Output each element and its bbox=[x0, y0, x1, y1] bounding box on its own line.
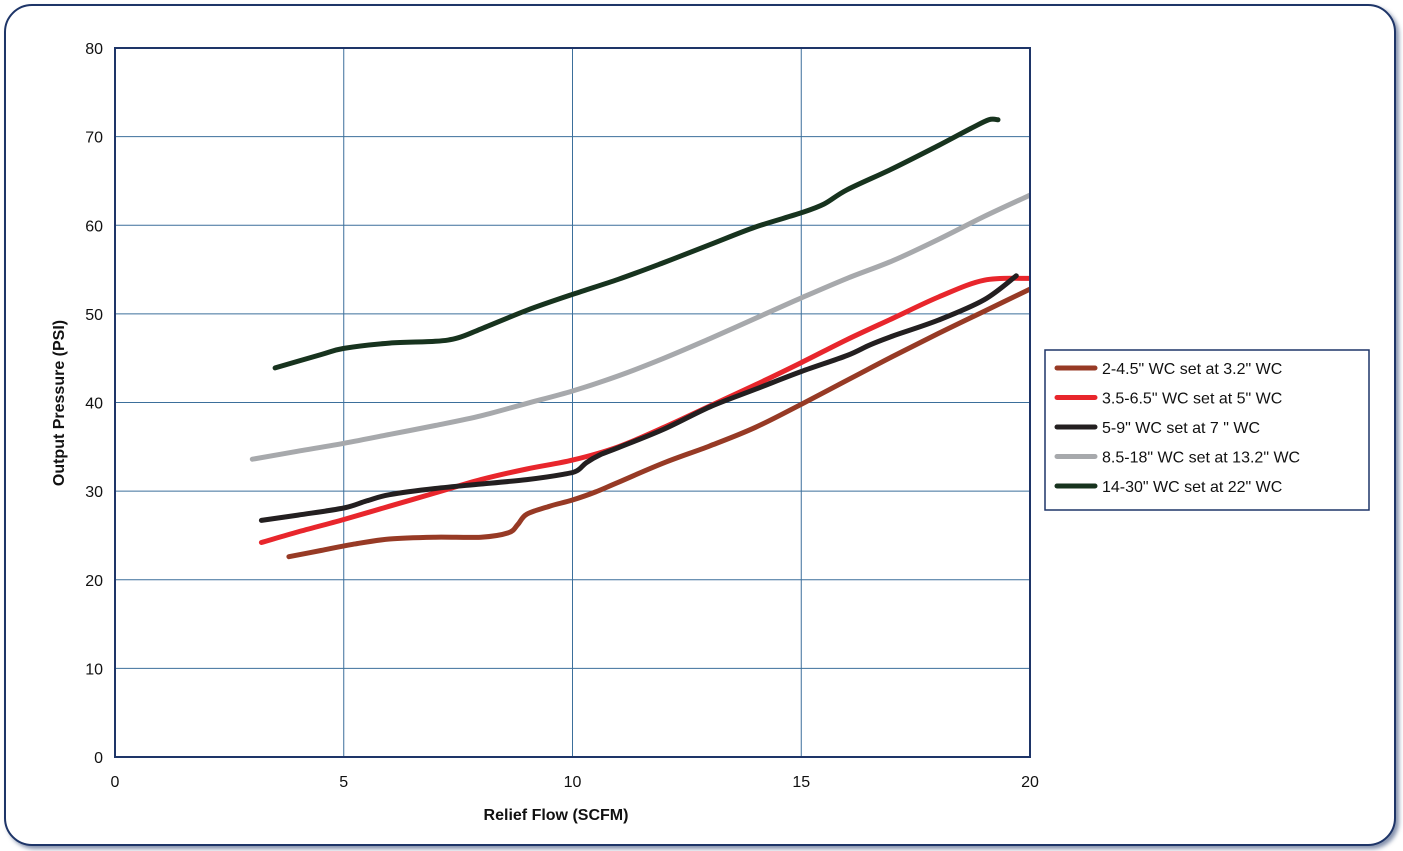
y-axis-title: Output Pressure (PSI) bbox=[51, 320, 68, 486]
y-tick-label: 60 bbox=[85, 218, 103, 235]
series-lines bbox=[249, 116, 1030, 560]
grid-lines bbox=[114, 47, 1031, 758]
series-line-3 bbox=[258, 273, 1019, 523]
x-tick-labels: 0 5 10 15 20 bbox=[111, 774, 1039, 791]
y-tick-label: 80 bbox=[85, 41, 103, 58]
x-tick-label: 5 bbox=[339, 774, 348, 791]
legend-label: 3.5-6.5" WC set at 5" WC bbox=[1102, 391, 1282, 408]
plot-area-border bbox=[114, 47, 1031, 758]
y-tick-label: 30 bbox=[85, 484, 103, 501]
series-line-5 bbox=[272, 116, 1001, 371]
y-tick-label: 10 bbox=[85, 661, 103, 678]
y-tick-label: 70 bbox=[85, 130, 103, 147]
y-tick-label: 40 bbox=[85, 396, 103, 413]
y-tick-labels: 0 10 20 30 40 50 60 70 80 bbox=[85, 41, 103, 767]
legend: 2-4.5" WC set at 3.2" WC 3.5-6.5" WC set … bbox=[1044, 349, 1370, 511]
legend-label: 14-30" WC set at 22" WC bbox=[1102, 479, 1282, 496]
legend-box bbox=[1044, 349, 1370, 511]
legend-label: 8.5-18" WC set at 13.2" WC bbox=[1102, 450, 1300, 467]
legend-label: 5-9" WC set at 7 " WC bbox=[1102, 420, 1260, 437]
x-tick-label: 15 bbox=[792, 774, 810, 791]
x-tick-label: 0 bbox=[111, 774, 120, 791]
x-tick-label: 10 bbox=[564, 774, 582, 791]
x-tick-label: 20 bbox=[1021, 774, 1039, 791]
y-tick-label: 20 bbox=[85, 573, 103, 590]
y-tick-label: 50 bbox=[85, 307, 103, 324]
series-line-1 bbox=[286, 286, 1030, 560]
x-axis-title: Relief Flow (SCFM) bbox=[484, 807, 629, 824]
legend-label: 2-4.5" WC set at 3.2" WC bbox=[1102, 361, 1282, 378]
y-tick-label: 0 bbox=[94, 750, 103, 767]
series-line-4 bbox=[249, 192, 1030, 462]
series-line-2 bbox=[258, 275, 1030, 545]
